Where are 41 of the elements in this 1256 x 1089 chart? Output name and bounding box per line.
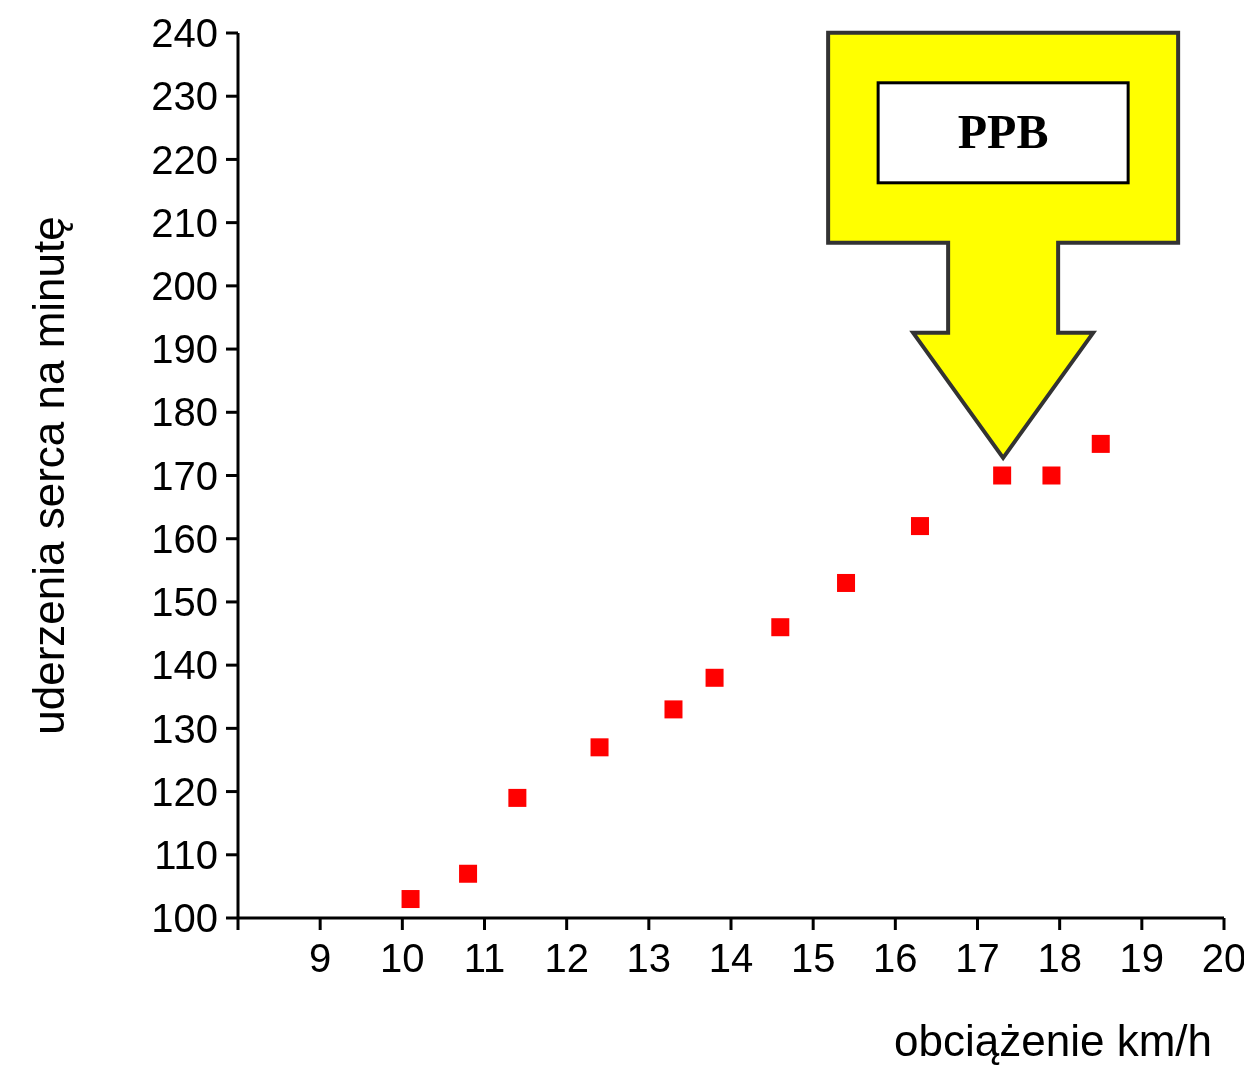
x-tick-label: 9 [309, 936, 332, 981]
x-tick-label: 19 [1119, 936, 1165, 981]
y-tick-label: 240 [151, 11, 218, 56]
point [508, 788, 527, 807]
y-tick-label: 100 [151, 896, 218, 941]
x-tick-label: 18 [1037, 936, 1082, 981]
y-tick-label: 170 [151, 453, 218, 498]
x-tick-label: 17 [955, 936, 1000, 981]
x-tick-label: 14 [708, 936, 754, 981]
y-tick-label: 190 [151, 327, 218, 372]
point [1042, 466, 1061, 485]
y-axis-title: uderzenia serca na minutę [23, 216, 73, 735]
y-tick-label: 230 [151, 74, 218, 119]
x-axis-title: obciążenie km/h [894, 1016, 1212, 1065]
x-tick-label: 11 [463, 936, 506, 981]
point [993, 466, 1012, 485]
y-tick-label: 110 [154, 832, 218, 877]
x-tick-label: 16 [873, 936, 918, 981]
y-tick-label: 140 [151, 643, 218, 688]
point [590, 738, 609, 757]
annotation: PPB [957, 104, 1049, 158]
x-tick-label: 13 [626, 936, 672, 981]
point [664, 700, 683, 719]
point [1091, 434, 1110, 453]
point [705, 668, 724, 687]
y-tick-label: 130 [151, 706, 218, 751]
x-tick-label: 12 [544, 936, 589, 981]
point [837, 573, 856, 592]
x-tick-label: 10 [380, 936, 425, 981]
y-tick-label: 120 [151, 769, 218, 814]
point [401, 890, 420, 909]
y-tick-label: 150 [151, 580, 218, 625]
y-tick-label: 160 [151, 516, 218, 561]
x-tick-label: 15 [790, 936, 836, 981]
y-tick-label: 180 [151, 390, 218, 435]
y-tick-label: 200 [151, 264, 218, 309]
point [771, 618, 790, 637]
y-tick-label: 210 [151, 200, 218, 245]
point [910, 517, 929, 536]
y-tick-label: 220 [151, 137, 218, 182]
point [459, 864, 478, 883]
